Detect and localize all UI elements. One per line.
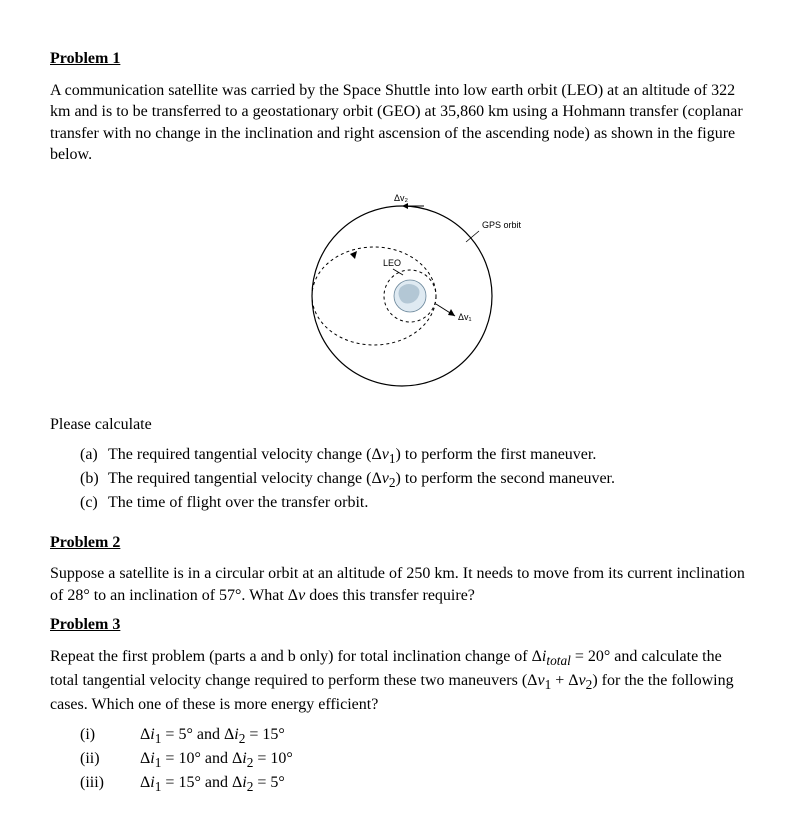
part-a-text: The required tangential velocity change … bbox=[108, 444, 596, 468]
please-calculate: Please calculate bbox=[50, 414, 753, 436]
dv2-label: Δv₂ bbox=[394, 193, 409, 203]
p2-t2: does this transfer require? bbox=[305, 587, 475, 604]
case-i-text: Δi1 = 5° and Δi2 = 15° bbox=[140, 724, 285, 748]
part-b-text: The required tangential velocity change … bbox=[108, 468, 615, 492]
case-iii-num: (iii) bbox=[80, 772, 140, 796]
p3-sub-total: total bbox=[546, 653, 570, 668]
part-c-num: (c) bbox=[80, 492, 108, 514]
case-ii-row: (ii) Δi1 = 10° and Δi2 = 10° bbox=[80, 748, 753, 772]
problem-2-text: Suppose a satellite is in a circular orb… bbox=[50, 563, 753, 606]
part-b-t2: ) to perform the second maneuver. bbox=[396, 470, 615, 487]
p3-v2: v bbox=[579, 672, 586, 689]
part-a-v: v bbox=[382, 446, 389, 463]
gps-label: GPS orbit bbox=[482, 220, 522, 230]
problem-3-cases: (i) Δi1 = 5° and Δi2 = 15° (ii) Δi1 = 10… bbox=[50, 724, 753, 797]
case-ii-num: (ii) bbox=[80, 748, 140, 772]
hohmann-figure: LEO GPS orbit Δv₂ Δv₁ bbox=[50, 176, 753, 396]
part-b-num: (b) bbox=[80, 468, 108, 492]
problem-1-parts: (a) The required tangential velocity cha… bbox=[50, 444, 753, 514]
case-iii-row: (iii) Δi1 = 15° and Δi2 = 5° bbox=[80, 772, 753, 796]
p3-t3: + Δ bbox=[551, 672, 578, 689]
p3-v1: v bbox=[537, 672, 544, 689]
part-c-row: (c) The time of flight over the transfer… bbox=[80, 492, 753, 514]
case-ii-text: Δi1 = 10° and Δi2 = 10° bbox=[140, 748, 293, 772]
problem-1-intro: A communication satellite was carried by… bbox=[50, 80, 753, 166]
part-c-text: The time of flight over the transfer orb… bbox=[108, 492, 368, 514]
dv2-arrowhead bbox=[402, 203, 408, 209]
case-i-row: (i) Δi1 = 5° and Δi2 = 15° bbox=[80, 724, 753, 748]
problem-2-heading: Problem 2 bbox=[50, 532, 753, 554]
dv1-label: Δv₁ bbox=[458, 312, 472, 322]
leo-leader bbox=[393, 269, 403, 275]
part-a-t1: The required tangential velocity change … bbox=[108, 446, 382, 463]
part-a-num: (a) bbox=[80, 444, 108, 468]
part-b-v: v bbox=[382, 470, 389, 487]
part-b-row: (b) The required tangential velocity cha… bbox=[80, 468, 753, 492]
leo-label: LEO bbox=[383, 258, 401, 268]
case-iii-text: Δi1 = 15° and Δi2 = 5° bbox=[140, 772, 285, 796]
case-i-num: (i) bbox=[80, 724, 140, 748]
problem-3-intro: Repeat the first problem (parts a and b … bbox=[50, 646, 753, 716]
problem-1-heading: Problem 1 bbox=[50, 48, 753, 70]
part-a-sub: 1 bbox=[389, 451, 396, 466]
p3-t1: Repeat the first problem (parts a and b … bbox=[50, 648, 542, 665]
orbit-diagram-svg: LEO GPS orbit Δv₂ Δv₁ bbox=[272, 176, 532, 396]
problem-3-heading: Problem 3 bbox=[50, 614, 753, 636]
part-b-t1: The required tangential velocity change … bbox=[108, 470, 382, 487]
ellipse-direction-arrow bbox=[350, 251, 357, 259]
part-a-t2: ) to perform the first maneuver. bbox=[396, 446, 597, 463]
part-b-sub: 2 bbox=[389, 475, 396, 490]
part-a-row: (a) The required tangential velocity cha… bbox=[80, 444, 753, 468]
